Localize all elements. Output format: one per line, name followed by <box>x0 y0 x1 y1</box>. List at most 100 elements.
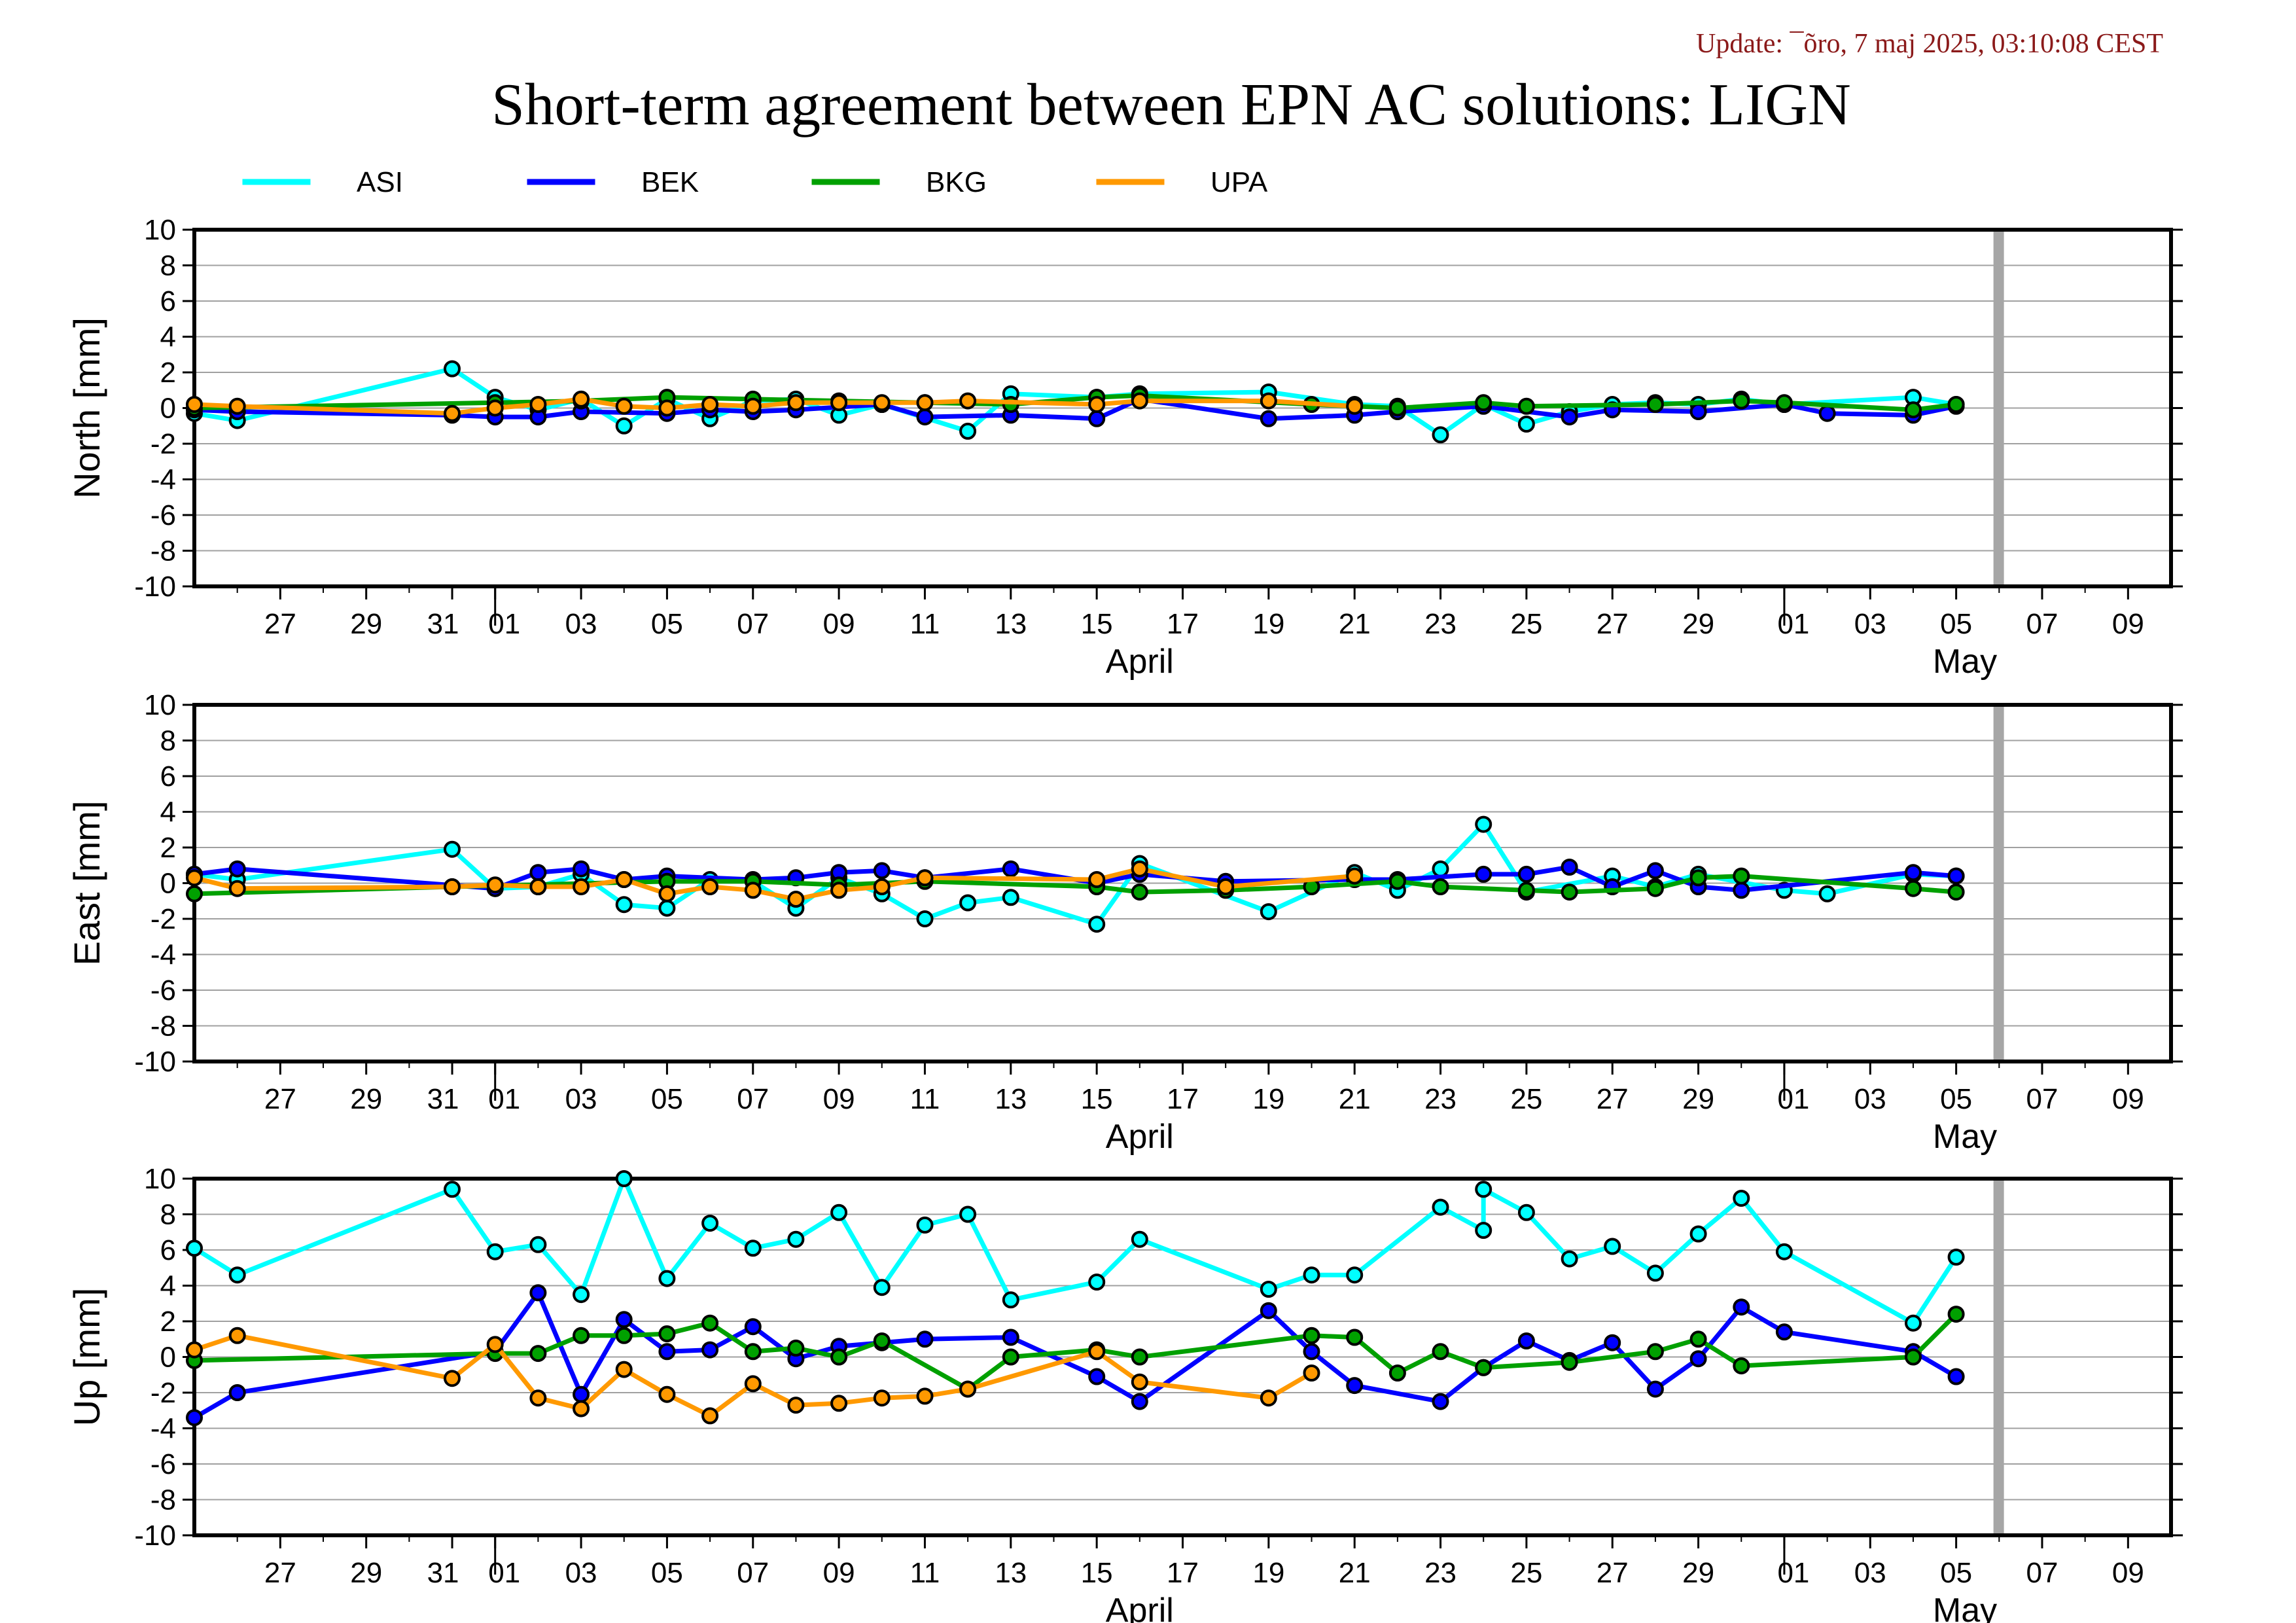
data-point <box>1517 865 1535 883</box>
data-point <box>1689 1350 1707 1368</box>
x-tick-label: 23 <box>1424 608 1457 640</box>
x-tick-label: 23 <box>1424 1557 1457 1589</box>
data-point <box>658 899 676 917</box>
x-tick-label: 17 <box>1167 1557 1199 1589</box>
data-point <box>744 1375 762 1393</box>
data-point <box>1561 859 1578 876</box>
data-point <box>1905 864 1922 882</box>
month-label: April <box>1106 1118 1174 1156</box>
data-point <box>1131 860 1148 878</box>
x-tick-label: 07 <box>737 1083 769 1115</box>
x-tick-label: 05 <box>651 1083 683 1115</box>
data-point <box>486 876 504 894</box>
data-point <box>916 869 934 887</box>
y-tick-label: 6 <box>160 760 176 793</box>
x-tick-label: 07 <box>2026 1557 2058 1589</box>
data-point <box>959 392 977 410</box>
data-point <box>573 1385 590 1403</box>
series-asi <box>186 1170 1965 1332</box>
x-tick-label: 31 <box>427 1557 459 1589</box>
y-tick-label: -4 <box>150 1413 176 1445</box>
month-label: May <box>1933 1118 1997 1156</box>
data-point <box>615 1361 633 1378</box>
y-tick-label: 4 <box>160 796 176 829</box>
data-point <box>1947 1368 1965 1385</box>
data-point <box>1475 1359 1492 1376</box>
data-point <box>959 422 977 440</box>
legend: ASI BEK BKG UPA <box>242 166 1268 198</box>
data-point <box>186 885 203 902</box>
data-point <box>1561 408 1578 426</box>
x-tick-label: 25 <box>1510 1083 1542 1115</box>
x-tick-label: 29 <box>1682 1557 1714 1589</box>
x-tick-label: 11 <box>910 1557 940 1589</box>
y-tick-label: -10 <box>134 571 176 603</box>
x-tick-label: 09 <box>2112 608 2144 640</box>
data-point <box>1432 1343 1449 1361</box>
month-label: May <box>1933 643 1997 681</box>
y-tick-label: -2 <box>150 903 176 935</box>
data-point <box>916 1387 934 1405</box>
data-point <box>916 1216 934 1234</box>
data-point <box>1131 1373 1148 1391</box>
data-point <box>486 399 504 417</box>
data-point <box>186 396 203 413</box>
legend-label-asi: ASI <box>357 166 403 198</box>
data-point <box>1260 1281 1277 1298</box>
data-point <box>1947 1306 1965 1323</box>
data-point <box>1689 869 1707 887</box>
x-tick-label: 13 <box>995 608 1027 640</box>
x-tick-label: 27 <box>264 1083 296 1115</box>
x-tick-label: 25 <box>1510 608 1542 640</box>
x-tick-label: 15 <box>1081 1557 1113 1589</box>
data-point <box>573 1286 590 1304</box>
data-point <box>873 1279 891 1296</box>
x-tick-label: 01 <box>1777 608 1809 640</box>
data-point <box>228 1266 246 1284</box>
data-point <box>1303 1266 1320 1284</box>
x-tick-label: 27 <box>264 1557 296 1589</box>
y-tick-label: 0 <box>160 868 176 900</box>
data-point <box>787 891 805 908</box>
data-point <box>529 1284 547 1302</box>
data-point <box>1775 394 1793 412</box>
y-tick-label: -8 <box>150 535 176 567</box>
month-label: April <box>1106 1592 1174 1623</box>
data-point <box>444 360 461 378</box>
data-point <box>1388 1364 1406 1382</box>
y-tick-label: 8 <box>160 725 176 757</box>
y-tick-label: -8 <box>150 1484 176 1516</box>
data-point <box>1947 867 1965 885</box>
data-point <box>701 878 719 895</box>
y-tick-label: 10 <box>144 214 176 246</box>
x-tick-label: 13 <box>995 1557 1027 1589</box>
x-tick-label: 17 <box>1167 1083 1199 1115</box>
data-point <box>529 396 547 413</box>
data-point <box>916 408 934 426</box>
x-tick-label: 21 <box>1339 608 1371 640</box>
data-point <box>873 394 891 412</box>
x-tick-label: 11 <box>910 608 940 640</box>
data-point <box>787 394 805 412</box>
data-point <box>1131 1348 1148 1366</box>
data-point <box>1646 862 1664 880</box>
data-point <box>1733 882 1750 899</box>
data-point <box>744 1318 762 1336</box>
data-point <box>228 860 246 878</box>
data-point <box>228 880 246 897</box>
y-tick-label: -10 <box>134 1520 176 1552</box>
data-point <box>873 1332 891 1349</box>
x-tick-label: 27 <box>1597 1083 1629 1115</box>
data-point <box>486 1336 504 1353</box>
x-tick-label: 19 <box>1252 608 1284 640</box>
data-point <box>916 910 934 927</box>
data-point <box>573 1327 590 1344</box>
legend-label-bek: BEK <box>641 166 699 198</box>
data-point <box>1088 410 1106 427</box>
data-point <box>1561 883 1578 901</box>
x-tick-label: 01 <box>488 1557 520 1589</box>
data-point <box>1818 404 1836 422</box>
y-tick-label: -2 <box>150 1377 176 1409</box>
